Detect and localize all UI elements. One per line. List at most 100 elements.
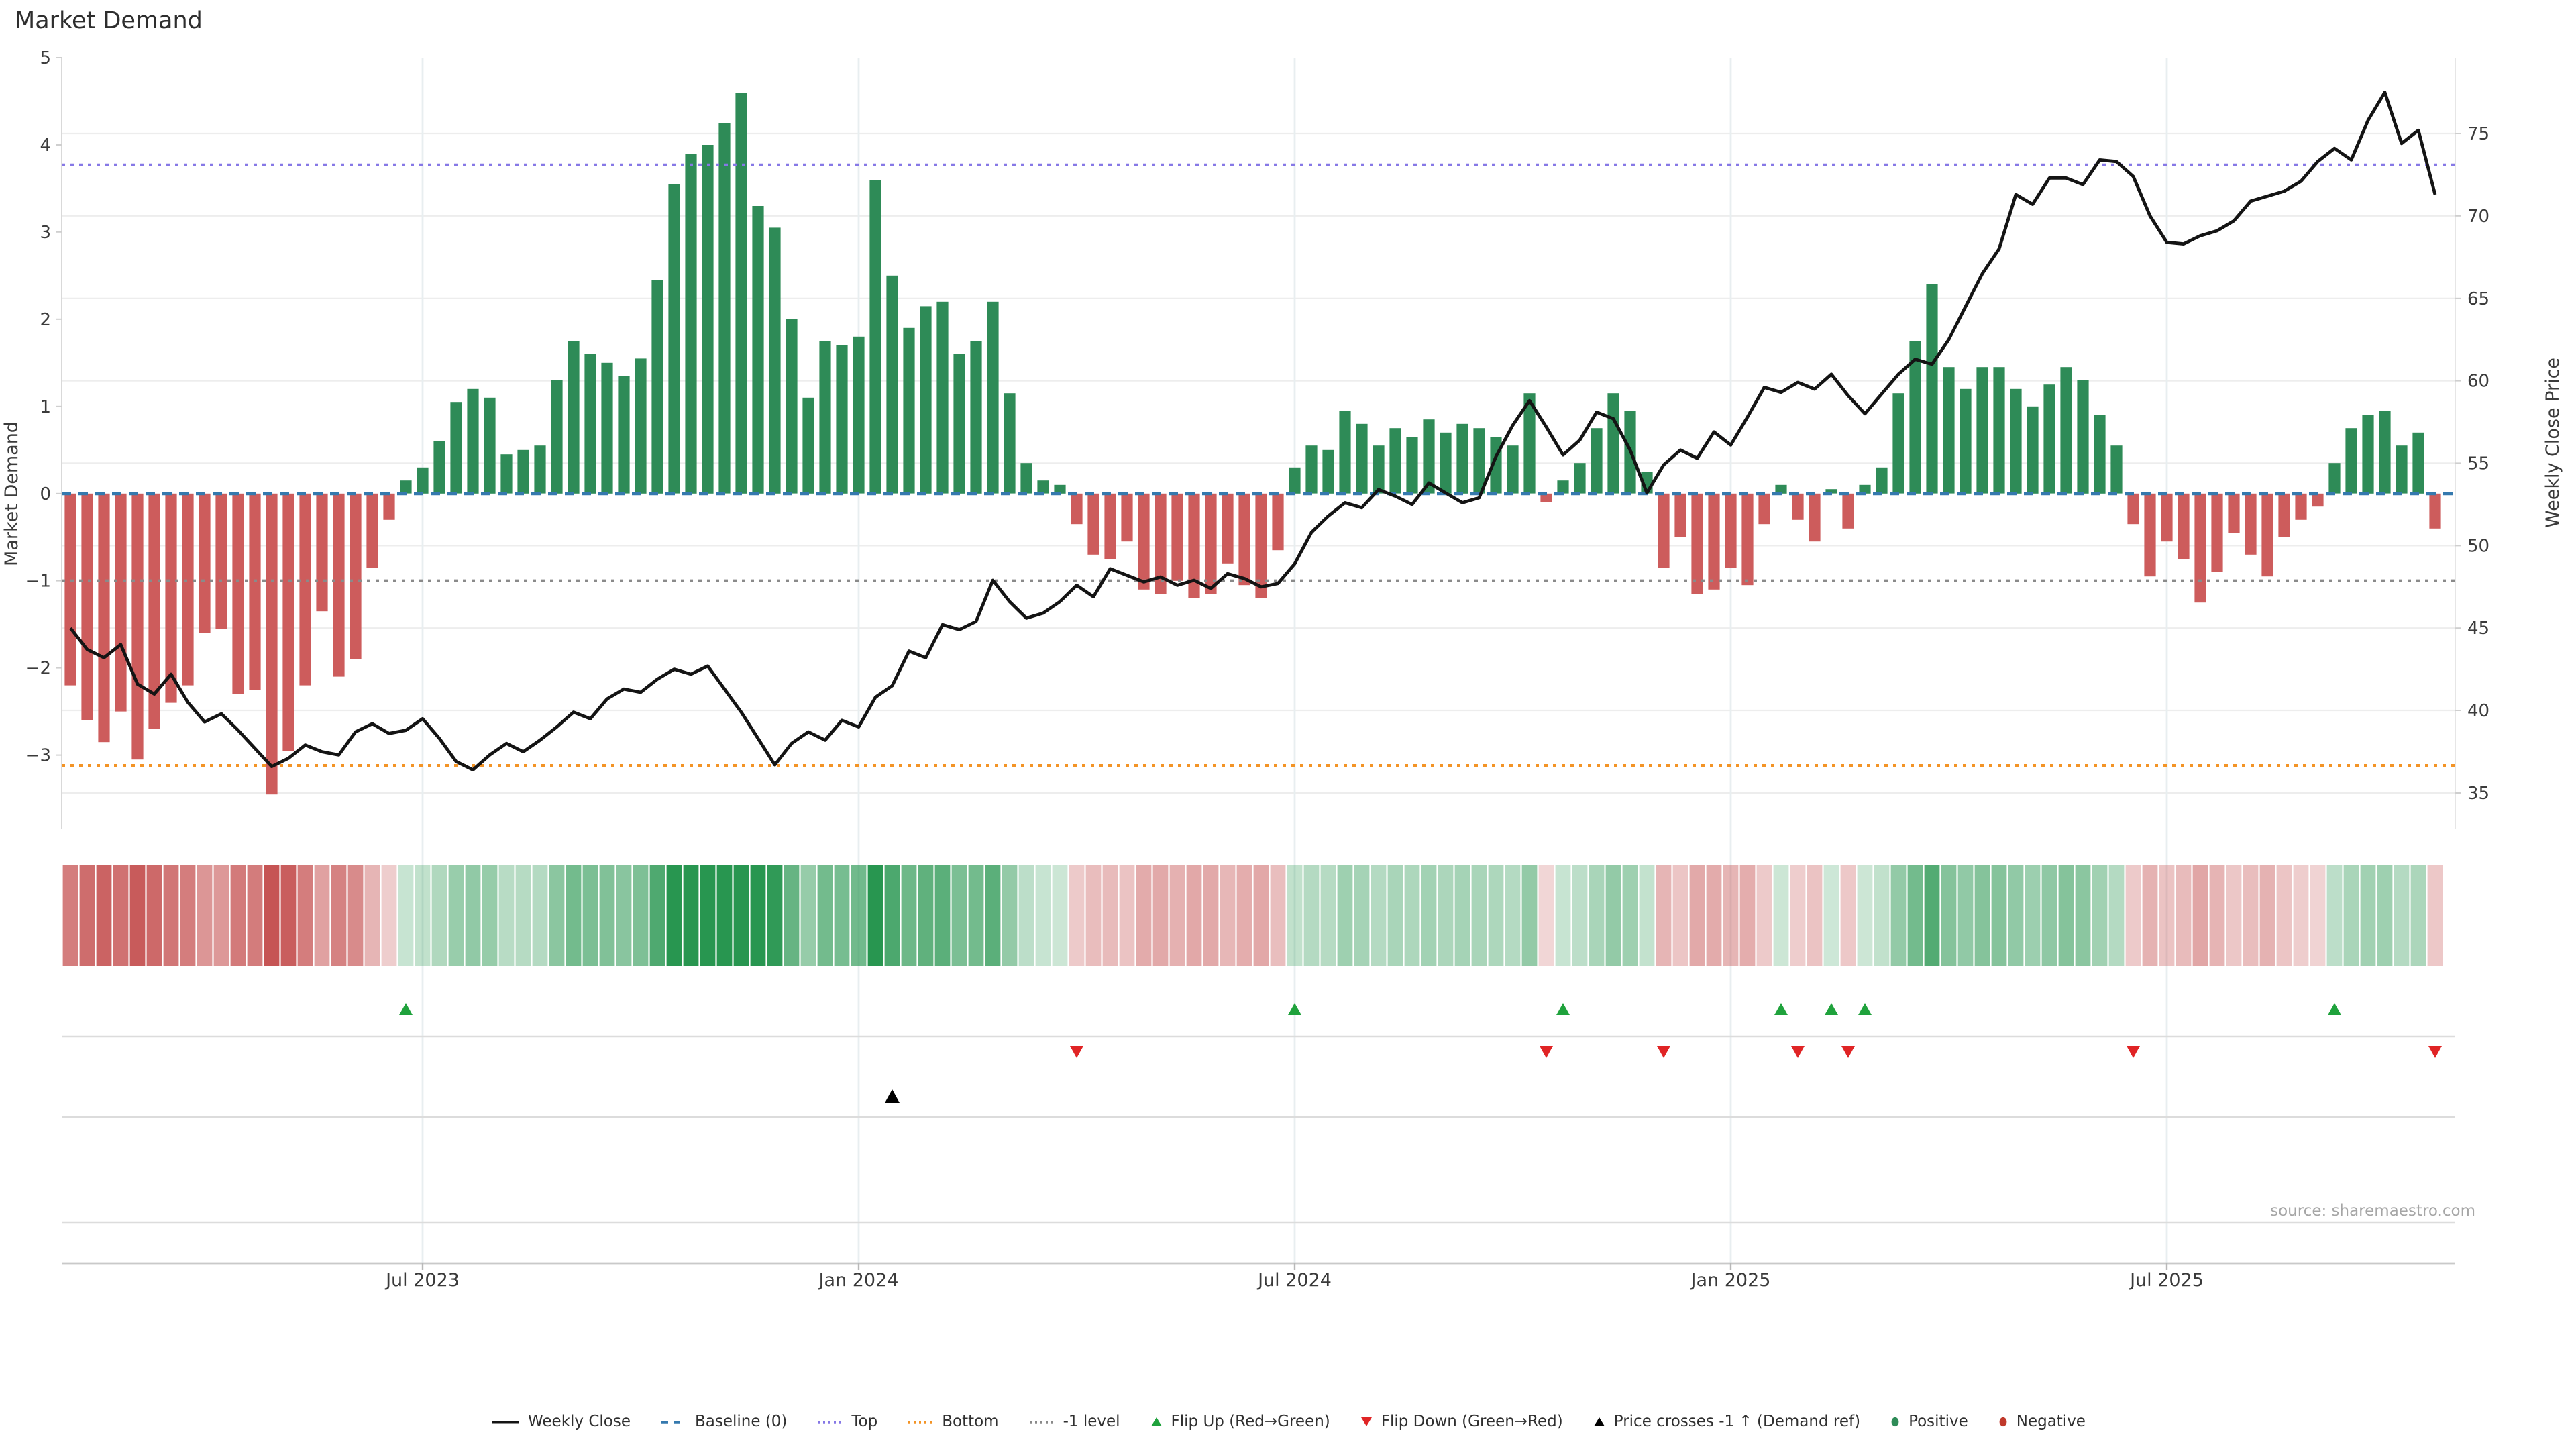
heatmap-cell <box>1488 865 1504 966</box>
heatmap-cell <box>1857 865 1873 966</box>
heatmap-cell <box>1739 865 1756 966</box>
heatmap-cell <box>2209 865 2225 966</box>
right-axis-label: Weekly Close Price <box>2542 358 2563 528</box>
triangle-up-swatch-icon <box>1593 1416 1606 1428</box>
heatmap-cell <box>1689 865 1705 966</box>
heatmap-cell <box>264 865 280 966</box>
demand-bar <box>2043 384 2055 494</box>
demand-bar <box>1792 493 1804 520</box>
demand-bar <box>316 493 328 612</box>
heatmap-cell <box>280 865 297 966</box>
demand-bar <box>651 280 663 494</box>
flip-up-marker <box>399 1003 413 1015</box>
legend-item-weekly-close: Weekly Close <box>490 1414 631 1430</box>
heatmap-cell <box>1672 865 1688 966</box>
triangle-up-swatch-icon <box>1150 1416 1163 1428</box>
demand-bar <box>2362 415 2374 494</box>
heatmap-cell <box>918 865 934 966</box>
heatmap-cell <box>1907 865 1923 966</box>
demand-bar <box>1809 493 1821 542</box>
demand-bar <box>1423 419 1435 494</box>
demand-bar <box>400 480 412 494</box>
flip-down-marker <box>1791 1046 1805 1058</box>
demand-bar <box>2328 463 2341 494</box>
demand-bar <box>2295 493 2307 520</box>
demand-bar <box>1523 393 1536 494</box>
demand-bar <box>1071 493 1083 525</box>
demand-bar <box>2396 445 2408 494</box>
demand-bar <box>1825 489 1837 494</box>
demand-bar <box>366 493 378 568</box>
demand-bar <box>668 184 680 494</box>
demand-bar <box>1121 493 1133 542</box>
heatmap-cell <box>2058 865 2074 966</box>
heatmap-cell <box>347 865 364 966</box>
x-tick-label: Jan 2024 <box>818 1270 899 1291</box>
legend-item-price-crosses-1-demand-ref: Price crosses -1 ↑ (Demand ref) <box>1593 1414 1860 1430</box>
heatmap-cell <box>867 865 883 966</box>
heatmap-cell <box>2092 865 2108 966</box>
demand-bar <box>1591 428 1603 494</box>
heatmap-cell <box>599 865 615 966</box>
demand-bar <box>2027 406 2039 494</box>
demand-bar <box>1037 480 1049 494</box>
heatmap-cell <box>2293 865 2309 966</box>
demand-bar <box>2228 493 2240 533</box>
heatmap-cell <box>163 865 179 966</box>
heatmap-cell <box>1169 865 1185 966</box>
legend-item-label: Positive <box>1909 1413 1968 1430</box>
demand-bar <box>534 445 546 494</box>
heatmap-cell <box>968 865 984 966</box>
source-note: source: sharemaestro.com <box>2270 1202 2475 1220</box>
demand-bar <box>2194 493 2206 603</box>
left-tick-label: 2 <box>40 310 51 330</box>
heatmap-cell <box>1622 865 1638 966</box>
demand-bar <box>2261 493 2273 577</box>
legend-item-label: Weekly Close <box>528 1413 631 1430</box>
demand-bar <box>601 362 613 494</box>
demand-bar <box>2144 493 2156 577</box>
flip-up-marker <box>1774 1003 1788 1015</box>
demand-bar <box>1775 484 1787 494</box>
demand-bar <box>1976 367 1988 494</box>
heatmap-cell <box>2108 865 2125 966</box>
demand-bar <box>970 341 982 494</box>
demand-bar <box>1960 388 1972 494</box>
demand-bar <box>1859 484 1871 494</box>
heatmap-cell <box>750 865 766 966</box>
demand-bar <box>299 493 311 686</box>
heatmap-cell <box>934 865 951 966</box>
heatmap-cell <box>549 865 565 966</box>
demand-bar <box>1389 428 1401 494</box>
heatmap-cell <box>230 865 246 966</box>
heatmap-cell <box>2343 865 2359 966</box>
heatmap-cell <box>633 865 649 966</box>
demand-bar <box>853 336 865 494</box>
demand-bar <box>215 493 227 629</box>
demand-bar <box>1356 423 1368 494</box>
flip-up-marker <box>1556 1003 1570 1015</box>
demand-bar <box>249 493 261 690</box>
right-tick-label: 40 <box>2467 701 2489 721</box>
heatmap-cell <box>817 865 833 966</box>
heatmap-cell <box>1421 865 1437 966</box>
demand-bar <box>869 180 881 494</box>
demand-bar <box>1087 493 1099 555</box>
demand-bar <box>433 441 445 494</box>
flip-up-marker <box>2328 1003 2341 1015</box>
heatmap-cell <box>2310 865 2326 966</box>
heatmap-cell <box>1303 865 1320 966</box>
demand-bar <box>1205 493 1217 594</box>
right-tick-label: 65 <box>2467 289 2489 309</box>
heatmap-cell <box>1119 865 1135 966</box>
heatmap-cell <box>767 865 783 966</box>
heatmap-cell <box>2326 865 2343 966</box>
demand-bar <box>517 449 529 494</box>
dot-swatch-icon <box>907 1417 934 1427</box>
right-tick-label: 35 <box>2467 784 2489 804</box>
heatmap-cell <box>666 865 682 966</box>
heatmap-cell <box>649 865 665 966</box>
demand-bar <box>1339 411 1351 494</box>
demand-bar <box>1373 445 1385 494</box>
